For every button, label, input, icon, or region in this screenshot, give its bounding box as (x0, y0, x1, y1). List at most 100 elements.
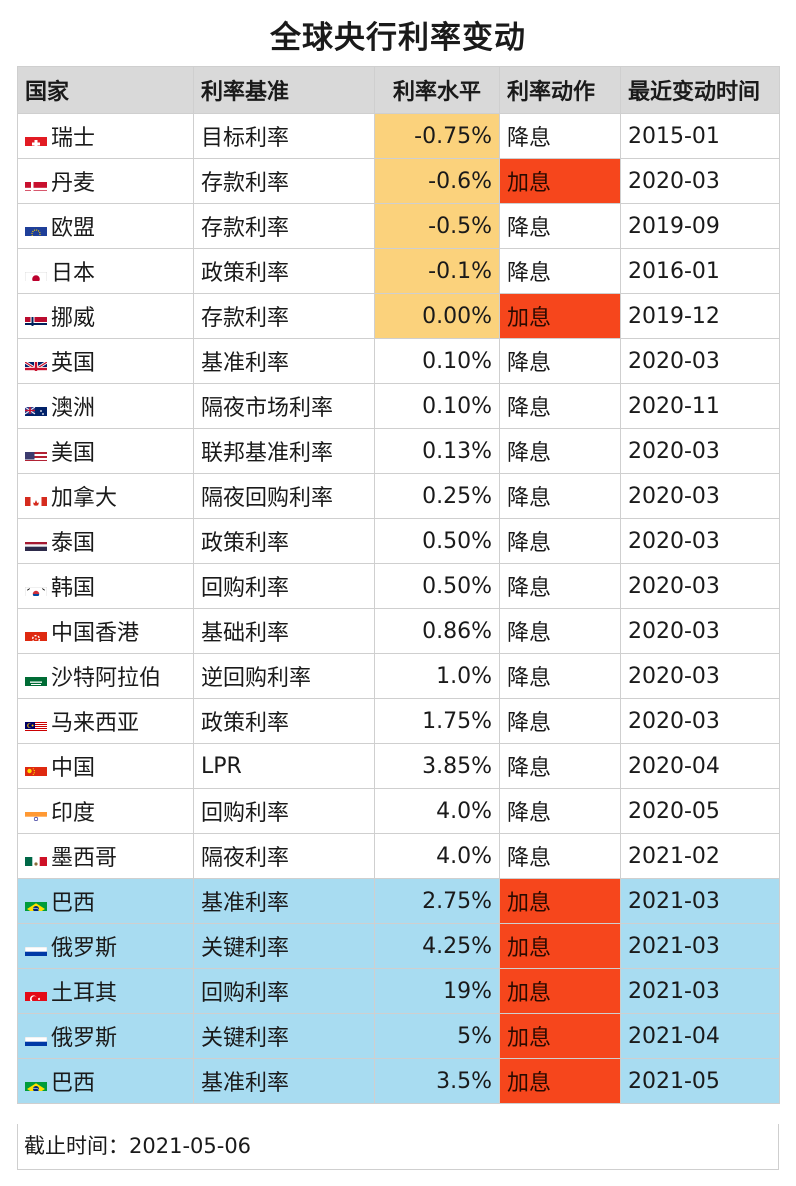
last-change-date-cell: 2019-09 (620, 203, 780, 249)
table-row: 挪威 存款利率 0.00% 加息 2019-12 (17, 293, 780, 339)
table-row: 墨西哥 隔夜利率 4.0% 降息 2021-02 (17, 833, 780, 879)
rate-level-cell: 0.50% (374, 518, 500, 564)
country-cell: 印度 (17, 788, 194, 834)
country-cell: 韩国 (17, 563, 194, 609)
last-change-date-cell: 2016-01 (620, 248, 780, 294)
rate-action-cell: 降息 (499, 743, 621, 789)
country-name: 俄罗斯 (51, 1026, 118, 1051)
table-row: 日本 政策利率 -0.1% 降息 2016-01 (17, 248, 780, 294)
benchmark-cell: 隔夜利率 (193, 833, 375, 879)
thailand-flag-icon (25, 537, 47, 551)
country-cell: 瑞士 (17, 113, 194, 159)
russia-flag-icon (25, 1032, 47, 1046)
table-row: 巴西 基准利率 2.75% 加息 2021-03 (17, 878, 780, 924)
table-row: 英国 基准利率 0.10% 降息 2020-03 (17, 338, 780, 384)
country-name: 泰国 (51, 531, 96, 556)
rate-action-cell: 降息 (499, 383, 621, 429)
country-cell: 泰国 (17, 518, 194, 564)
table-row: 巴西 基准利率 3.5% 加息 2021-05 (17, 1058, 780, 1104)
country-name: 韩国 (51, 576, 96, 601)
country-cell: 土耳其 (17, 968, 194, 1014)
country-name: 中国 (51, 756, 96, 781)
rate-action-cell: 降息 (499, 653, 621, 699)
rate-level-cell: 3.85% (374, 743, 500, 789)
canada-flag-icon (25, 492, 47, 506)
usa-flag-icon (25, 447, 47, 461)
last-change-date-cell: 2020-05 (620, 788, 780, 834)
benchmark-cell: 存款利率 (193, 203, 375, 249)
brazil-flag-icon (25, 1077, 47, 1091)
rate-level-cell: 4.25% (374, 923, 500, 969)
rate-action-cell: 降息 (499, 518, 621, 564)
country-name: 俄罗斯 (51, 936, 118, 961)
rate-level-cell: -0.6% (374, 158, 500, 204)
brazil-flag-icon (25, 897, 47, 911)
table-row: 中国香港 基础利率 0.86% 降息 2020-03 (17, 608, 780, 654)
table-row: 马来西亚 政策利率 1.75% 降息 2020-03 (17, 698, 780, 744)
last-change-date-cell: 2020-03 (620, 338, 780, 384)
rate-level-cell: 5% (374, 1013, 500, 1059)
rate-action-cell: 加息 (499, 1058, 621, 1104)
country-name: 欧盟 (51, 216, 96, 241)
china-flag-icon (25, 762, 47, 776)
table-row: 韩国 回购利率 0.50% 降息 2020-03 (17, 563, 780, 609)
rate-level-cell: 0.13% (374, 428, 500, 474)
country-name: 巴西 (51, 1071, 96, 1096)
benchmark-cell: 关键利率 (193, 1013, 375, 1059)
header-level: 利率水平 (374, 66, 500, 114)
country-name: 马来西亚 (51, 711, 140, 736)
hongkong-flag-icon (25, 627, 47, 641)
rate-action-cell: 降息 (499, 248, 621, 294)
rate-level-cell: 19% (374, 968, 500, 1014)
australia-flag-icon (25, 402, 47, 416)
table-row: 澳洲 隔夜市场利率 0.10% 降息 2020-11 (17, 383, 780, 429)
last-change-date-cell: 2021-05 (620, 1058, 780, 1104)
header-date: 最近变动时间 (620, 66, 780, 114)
country-name: 沙特阿拉伯 (51, 666, 162, 691)
rate-level-cell: 4.0% (374, 833, 500, 879)
country-cell: 澳洲 (17, 383, 194, 429)
last-change-date-cell: 2020-03 (620, 653, 780, 699)
benchmark-cell: 基准利率 (193, 878, 375, 924)
benchmark-cell: 回购利率 (193, 788, 375, 834)
last-change-date-cell: 2020-03 (620, 518, 780, 564)
rate-action-cell: 降息 (499, 428, 621, 474)
benchmark-cell: 政策利率 (193, 698, 375, 744)
table-row: 瑞士 目标利率 -0.75% 降息 2015-01 (17, 113, 780, 159)
country-cell: 英国 (17, 338, 194, 384)
benchmark-cell: 政策利率 (193, 518, 375, 564)
last-change-date-cell: 2020-03 (620, 563, 780, 609)
last-change-date-cell: 2020-03 (620, 608, 780, 654)
country-cell: 沙特阿拉伯 (17, 653, 194, 699)
rate-level-cell: 2.75% (374, 878, 500, 924)
rate-action-cell: 加息 (499, 878, 621, 924)
rate-action-cell: 降息 (499, 698, 621, 744)
country-name: 英国 (51, 351, 96, 376)
country-name: 日本 (51, 261, 96, 286)
cutoff-date-note: 截止时间：2021-05-06 (17, 1124, 779, 1170)
country-name: 加拿大 (51, 486, 118, 511)
rate-action-cell: 降息 (499, 563, 621, 609)
table-row: 欧盟 存款利率 -0.5% 降息 2019-09 (17, 203, 780, 249)
rate-level-cell: 4.0% (374, 788, 500, 834)
page-title: 全球央行利率变动 (270, 20, 526, 56)
benchmark-cell: LPR (193, 743, 375, 789)
country-name: 挪威 (51, 306, 96, 331)
table-header-row: 国家 利率基准 利率水平 利率动作 最近变动时间 (17, 66, 780, 114)
last-change-date-cell: 2021-03 (620, 968, 780, 1014)
benchmark-cell: 逆回购利率 (193, 653, 375, 699)
rate-action-cell: 加息 (499, 923, 621, 969)
country-cell: 挪威 (17, 293, 194, 339)
country-cell: 丹麦 (17, 158, 194, 204)
country-name: 巴西 (51, 891, 96, 916)
benchmark-cell: 回购利率 (193, 563, 375, 609)
table-row: 沙特阿拉伯 逆回购利率 1.0% 降息 2020-03 (17, 653, 780, 699)
table-row: 印度 回购利率 4.0% 降息 2020-05 (17, 788, 780, 834)
country-cell: 马来西亚 (17, 698, 194, 744)
benchmark-cell: 隔夜回购利率 (193, 473, 375, 519)
benchmark-cell: 基准利率 (193, 1058, 375, 1104)
country-cell: 日本 (17, 248, 194, 294)
rate-action-cell: 加息 (499, 293, 621, 339)
russia-flag-icon (25, 942, 47, 956)
rate-action-cell: 降息 (499, 113, 621, 159)
